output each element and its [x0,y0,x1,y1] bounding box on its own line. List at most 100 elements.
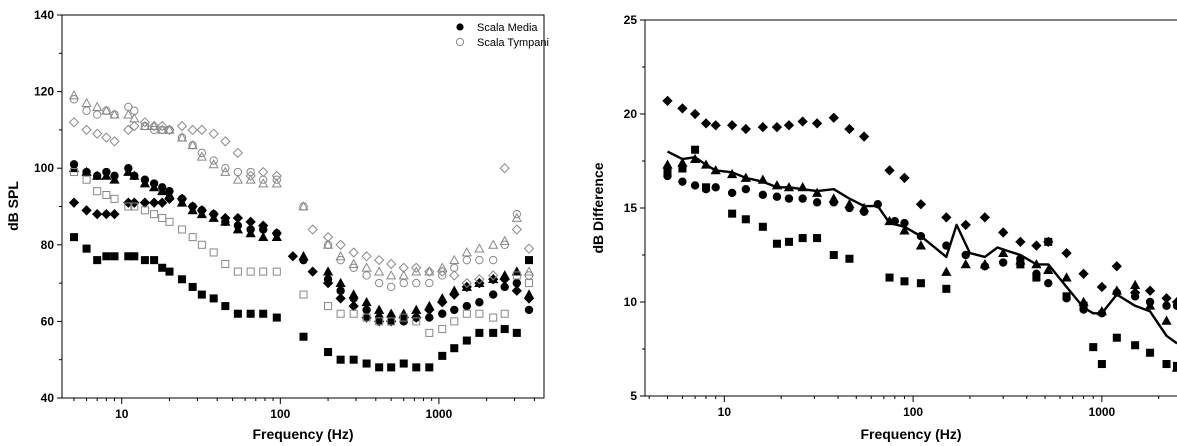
right-filled-diamond-point [1031,240,1042,251]
left-open-circle-point [462,255,472,265]
left-open-square-point [209,248,218,257]
left-open-square-point [425,328,434,337]
right-filled-diamond-point [689,108,701,120]
right-filled-circle-point [711,183,720,192]
right-filled-circle-point [784,194,794,203]
right-filled-diamond-point [771,122,783,133]
left-filled-triangle-point [92,170,103,180]
left-open-square-point [93,187,102,196]
right-filled-square-point [663,168,672,177]
right-x-tick-label: 100 [903,405,923,419]
left-filled-triangle-point [129,170,140,180]
left-open-diamond-point [258,166,269,178]
left-open-square-point [140,206,149,215]
right-filled-square-point [758,222,767,231]
left-filled-diamond-point [258,220,269,231]
left-open-triangle-point [232,174,243,184]
right-filled-square-point [691,145,700,154]
left-open-diamond-point [187,124,198,136]
right-y-tick-label: 5 [630,389,637,403]
left-filled-diamond-point [139,197,151,208]
left-filled-diamond-point [374,316,385,327]
left-filled-diamond-point [437,297,448,308]
right-filled-triangle-point [1130,279,1141,289]
left-filled-square-point [512,328,521,337]
right-filled-diamond-point [757,122,769,133]
left-chart: 40 60 80 100 120 140 10 100 1000 dB SPL Frequenc… [5,8,549,442]
left-filled-square-point [399,359,408,368]
left-open-circle-point [475,255,484,265]
right-filled-square-point [1016,260,1025,269]
right-y-tick-label: 10 [624,295,638,309]
left-filled-square-point [209,294,218,303]
right-filled-diamond-point [1015,236,1026,247]
left-y-tick-label: 100 [34,161,54,175]
left-filled-square-point [110,252,119,261]
left-open-square-point [438,325,447,334]
right-filled-diamond-point [811,118,823,129]
right-filled-circle-point [1162,301,1171,310]
left-filled-square-point [158,263,167,272]
left-filled-diamond-point [232,212,244,224]
left-filled-square-point [259,309,268,318]
left-open-triangle-point [164,124,175,134]
left-open-triangle-point [220,166,231,176]
right-filled-square-point [1032,273,1041,282]
left-open-square-point [450,317,459,326]
left-filled-square-point [425,363,434,372]
left-open-diamond-point [123,124,134,136]
left-filled-diamond-point [176,193,188,204]
right-filled-square-point [678,164,687,173]
left-filled-diamond-point [322,277,334,289]
left-open-triangle-point [523,266,535,276]
right-filled-square-point [1097,360,1106,369]
left-filled-triangle-point [109,174,120,184]
left-open-square-point [462,309,471,318]
left-filled-square-point [362,359,371,368]
left-open-square-point [412,317,421,326]
left-open-diamond-point [374,254,385,266]
right-filled-square-point [1112,333,1121,342]
right-filled-circle-point [772,192,782,201]
left-filled-diamond-point [499,274,510,285]
left-filled-diamond-point [287,251,299,262]
right-filled-diamond-point [998,227,1009,238]
left-filled-diamond-point [164,193,175,204]
right-filled-diamond-point [979,212,991,223]
left-filled-square-point [178,275,187,284]
left-open-square-point [69,168,79,177]
left-open-triangle-point [101,105,112,115]
left-open-diamond-point [424,266,435,277]
left-open-triangle-point [123,109,134,119]
left-y-tick-label: 140 [34,8,54,22]
left-open-triangle-point [411,266,422,276]
left-open-diamond-point [109,136,120,147]
right-filled-diamond-point [960,219,971,231]
left-filled-diamond-point [307,266,318,277]
left-open-triangle-point [298,201,309,211]
left-open-square-point [524,279,534,288]
left-open-diamond-point [361,251,372,262]
left-filled-triangle-point [386,308,397,318]
left-open-square-point [124,202,133,211]
left-filled-square-point [387,363,396,372]
right-x-tick-label: 10 [718,405,732,419]
left-filled-square-point [438,351,447,360]
left-open-circle-point [221,164,230,173]
left-open-triangle-point [139,120,151,130]
left-filled-triangle-point [298,251,309,261]
left-open-triangle-point [361,262,372,272]
left-open-triangle-point [196,151,207,161]
left-open-square-point [197,240,206,249]
left-open-square-point [246,267,255,276]
right-chart: 5 10 15 20 25 10 100 1000 dB Difference Frequen… [590,13,1177,442]
left-filled-square-point [130,252,139,261]
left-open-diamond-point [139,117,151,128]
right-filled-diamond-point [1096,281,1108,293]
right-filled-square-point [1044,237,1053,246]
left-open-diamond-point [164,124,175,136]
left-open-circle-point [82,106,91,115]
left-filled-diamond-point [187,201,198,212]
right-filled-diamond-point [1161,293,1172,304]
